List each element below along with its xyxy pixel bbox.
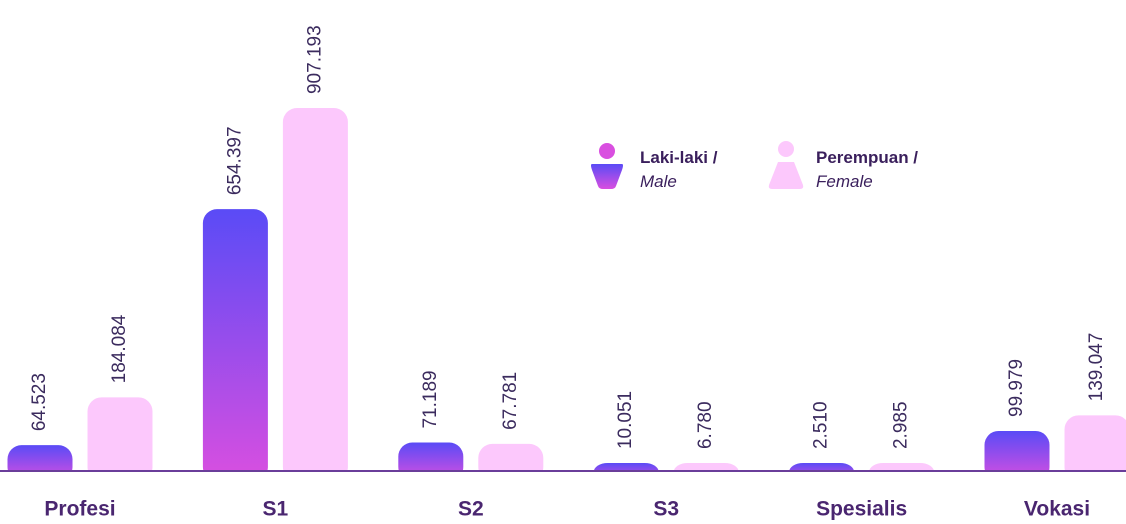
bar — [1064, 415, 1126, 471]
bar — [282, 108, 348, 471]
value-label: 2.510 — [811, 401, 832, 449]
bar — [202, 209, 268, 471]
bar — [7, 445, 73, 471]
value-label: 71.189 — [420, 370, 441, 428]
value-label: 654.397 — [224, 126, 245, 195]
value-label: 139.047 — [1086, 333, 1107, 402]
legend-label-en: Male — [640, 172, 677, 191]
bar — [673, 463, 739, 471]
value-label: 10.051 — [615, 391, 636, 449]
legend-label: Laki-laki / — [640, 148, 718, 167]
legend-icon-head — [599, 143, 615, 159]
x-tick-label: Profesi — [44, 498, 115, 521]
legend-label-en: Female — [816, 172, 873, 191]
value-label: 2.985 — [891, 401, 912, 449]
legend-label: Perempuan / — [816, 148, 918, 167]
value-label: 64.523 — [29, 373, 50, 431]
x-tick-label: S1 — [263, 498, 289, 521]
legend-icon-body — [768, 162, 804, 189]
bar — [984, 430, 1050, 471]
bar — [87, 397, 153, 471]
bar — [789, 463, 855, 471]
x-tick-label: Spesialis — [816, 498, 907, 521]
x-tick-label: S3 — [653, 498, 679, 521]
x-tick-label: S2 — [458, 498, 484, 521]
value-label: 184.084 — [109, 314, 130, 383]
value-label: 67.781 — [500, 372, 521, 430]
bar — [398, 442, 464, 471]
value-label: 99.979 — [1006, 359, 1027, 417]
value-label: 6.780 — [695, 401, 716, 449]
bar — [593, 463, 659, 471]
legend-icon-body — [591, 164, 623, 189]
x-tick-label: Vokasi — [1024, 498, 1090, 521]
bar — [478, 443, 544, 471]
bar — [869, 463, 935, 471]
legend: Laki-laki / Male Perempuan / Female — [591, 141, 918, 191]
legend-icon-head — [778, 141, 794, 157]
value-label: 907.193 — [304, 25, 325, 94]
